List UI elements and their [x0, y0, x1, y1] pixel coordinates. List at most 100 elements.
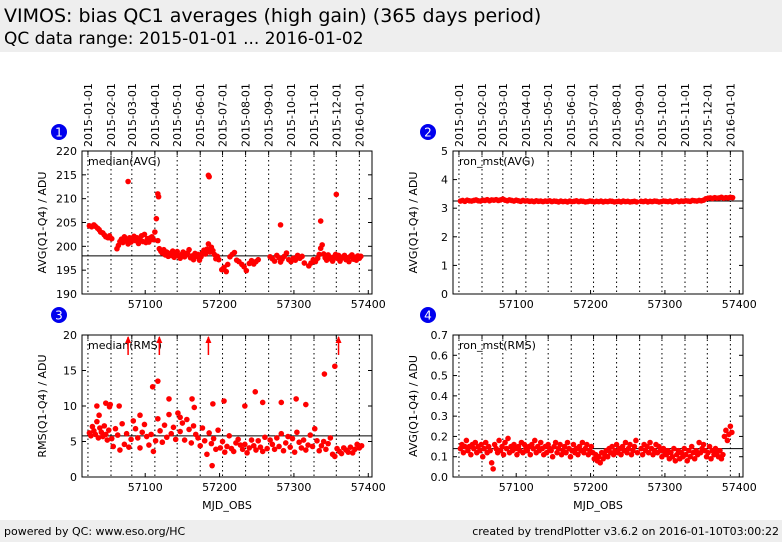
data-point [210, 435, 217, 442]
data-point [293, 396, 299, 402]
data-point [239, 446, 246, 453]
data-point [537, 439, 544, 446]
data-point [549, 453, 556, 460]
out-of-range-arrowhead [125, 336, 132, 343]
data-point [174, 248, 180, 255]
data-point [579, 439, 586, 446]
data-point [255, 437, 262, 444]
y-tick-label: 200 [56, 240, 77, 253]
data-point [527, 451, 534, 458]
data-point [502, 439, 508, 446]
data-point [338, 450, 345, 457]
data-point [252, 389, 259, 395]
data-point [163, 434, 170, 441]
data-point [106, 403, 113, 410]
data-point [110, 443, 117, 450]
out-of-range-arrowhead [335, 336, 342, 343]
y-axis-label: AVG(Q1-Q4) / ADU [407, 172, 420, 274]
data-point [215, 427, 221, 433]
data-point [102, 431, 109, 438]
y-tick-label: 0.1 [431, 451, 449, 464]
data-point [460, 449, 467, 456]
data-point [685, 447, 692, 454]
data-point [102, 400, 109, 406]
data-point [271, 446, 278, 453]
date-tick-label: 2015-09-01 [634, 83, 647, 147]
data-point [588, 443, 595, 450]
data-point [472, 439, 479, 446]
y-tick-label: 5 [441, 145, 448, 158]
data-point [152, 437, 159, 444]
data-point [720, 451, 726, 458]
y-tick-label: 215 [56, 169, 77, 182]
data-point [126, 444, 132, 450]
data-point [634, 449, 641, 456]
data-point [125, 178, 131, 185]
panel-number: 4 [424, 309, 432, 323]
data-point [552, 439, 559, 446]
data-point [479, 453, 486, 460]
x-tick-label: 57200 [573, 298, 608, 311]
data-point [153, 215, 160, 222]
data-point [137, 445, 143, 451]
data-point [682, 451, 689, 458]
data-point [274, 435, 280, 441]
panel-label: ron_mst(RMS) [459, 339, 536, 352]
data-point [204, 451, 210, 458]
data-point [257, 444, 264, 450]
data-point [166, 411, 172, 418]
date-tick-label: 2015-08-01 [611, 83, 624, 147]
data-point [190, 423, 197, 429]
y-tick-label: 190 [56, 288, 77, 301]
data-point [143, 433, 150, 440]
date-tick-label: 2016-01-01 [724, 83, 737, 147]
data-point [139, 429, 146, 436]
data-point [639, 451, 646, 458]
y-axis-label: AVG(Q1-Q4) / ADU [36, 172, 49, 274]
data-point [700, 441, 707, 448]
data-point [150, 448, 157, 455]
data-point [691, 455, 698, 462]
x-tick-label: 57300 [647, 298, 682, 311]
y-tick-label: 0.6 [431, 349, 449, 362]
data-point [669, 453, 676, 460]
data-point [88, 433, 94, 439]
date-tick-label: 2015-04-01 [520, 83, 533, 147]
date-tick-label: 2015-03-01 [126, 83, 139, 147]
data-point [462, 443, 468, 450]
data-point [500, 451, 507, 458]
data-point [717, 447, 723, 454]
data-point [259, 399, 266, 406]
data-point [181, 437, 188, 443]
y-tick-label: 4 [441, 174, 448, 187]
data-point [130, 418, 137, 424]
data-point [299, 253, 305, 260]
header-bar: VIMOS: bias QC1 averages (high gain) (36… [0, 0, 782, 52]
data-point [346, 258, 352, 265]
x-tick-label: 57400 [351, 298, 386, 311]
data-point [213, 446, 219, 453]
data-point [561, 443, 568, 450]
data-point [487, 447, 493, 454]
data-point [514, 451, 520, 458]
data-point [282, 440, 289, 446]
data-point [278, 430, 285, 437]
date-tick-label: 2016-01-01 [353, 83, 366, 147]
data-point [345, 449, 352, 455]
data-point [269, 441, 276, 448]
data-point [729, 429, 735, 436]
data-point [638, 445, 644, 452]
data-point [195, 435, 201, 441]
data-point [217, 445, 224, 451]
data-point [119, 420, 125, 427]
data-point [259, 448, 266, 455]
data-point [478, 441, 485, 448]
data-point [262, 434, 268, 441]
data-point [323, 446, 329, 453]
data-point [721, 433, 728, 440]
panel-number-badge [420, 124, 436, 140]
date-tick-label: 2015-02-01 [105, 83, 118, 147]
date-tick-label: 2015-09-01 [263, 83, 276, 147]
plot-area-2 [452, 150, 744, 295]
date-tick-label: 2015-05-01 [542, 83, 555, 147]
